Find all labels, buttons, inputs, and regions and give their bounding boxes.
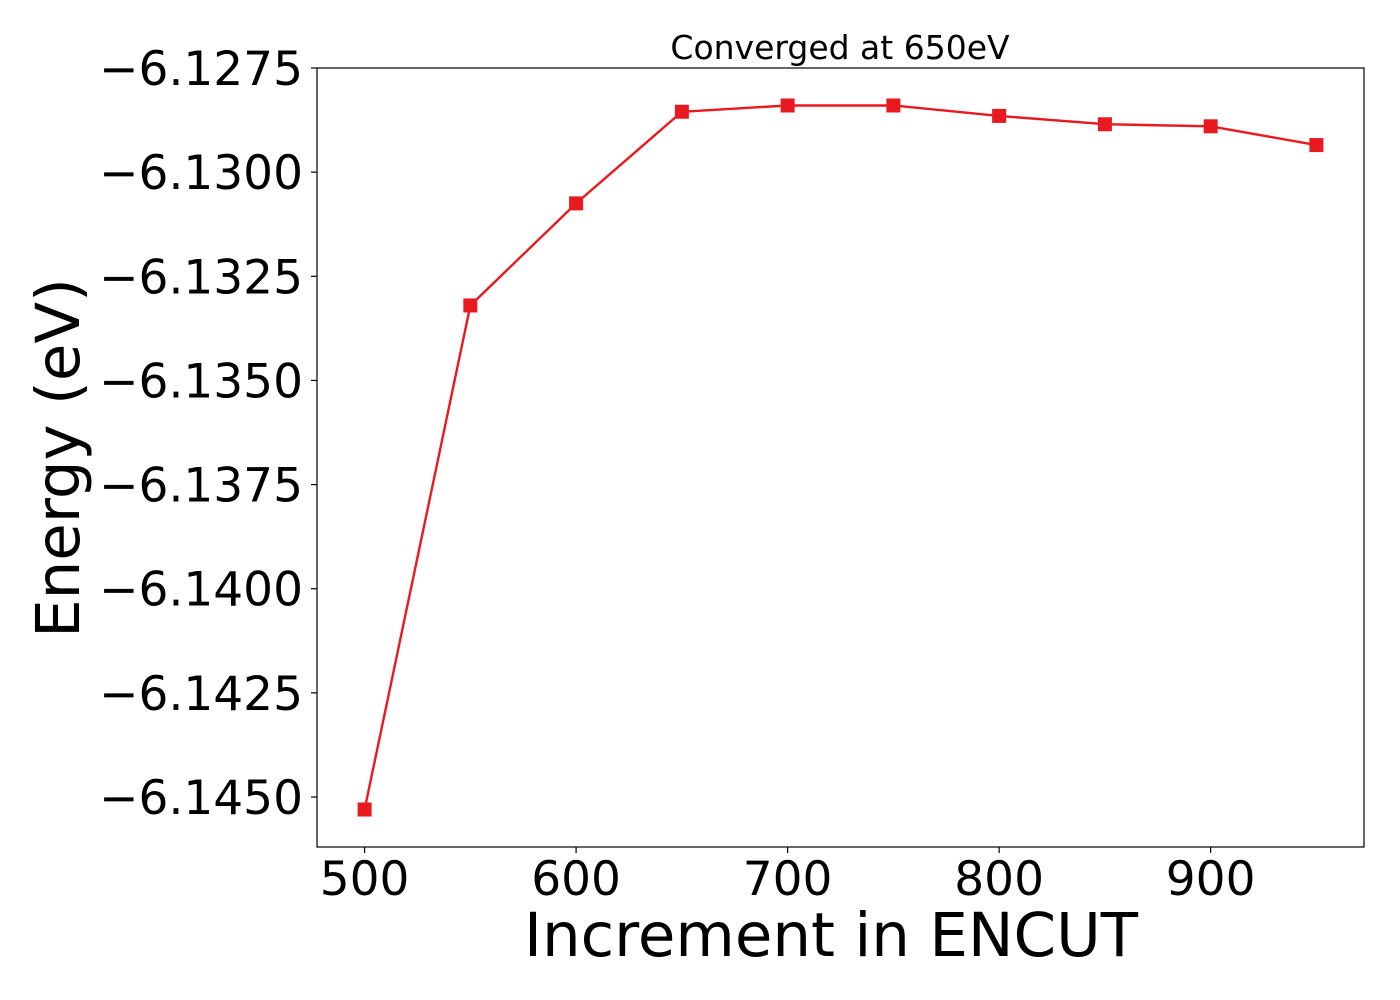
x-tick-label: 900	[1166, 852, 1256, 907]
data-point	[1203, 119, 1218, 134]
y-tick-label: −6.1275	[99, 42, 303, 97]
data-point	[780, 98, 795, 113]
y-axis: −6.1275 −6.1300 −6.1325 −6.1350 −6.1375 −6.14…	[99, 42, 317, 826]
data-point	[569, 196, 584, 211]
chart-title: Converged at 650eV	[670, 28, 1010, 67]
y-axis-label: Energy (eV)	[23, 278, 94, 638]
y-tick-label: −6.1450	[99, 771, 303, 826]
data-point	[674, 104, 689, 119]
x-tick-label: 800	[954, 852, 1044, 907]
y-tick-label: −6.1375	[99, 459, 303, 514]
data-point	[886, 98, 901, 113]
series-group	[357, 98, 1324, 817]
data-point	[1097, 117, 1112, 132]
plot-area	[316, 67, 1365, 848]
y-tick-label: −6.1400	[99, 563, 303, 618]
x-tick-label: 500	[320, 852, 410, 907]
y-tick-label: −6.1425	[99, 667, 303, 722]
y-tick-label: −6.1300	[99, 146, 303, 201]
x-axis: 500 600 700 800 900	[320, 847, 1256, 907]
plot-frame	[316, 67, 1365, 848]
data-point	[357, 802, 372, 817]
data-point	[463, 298, 478, 313]
x-tick-label: 600	[531, 852, 621, 907]
data-point	[992, 108, 1007, 123]
data-point	[1309, 138, 1324, 153]
y-tick-label: −6.1350	[99, 354, 303, 409]
y-tick-label: −6.1325	[99, 250, 303, 305]
series-line	[363, 104, 1317, 810]
x-tick-label: 700	[743, 852, 833, 907]
x-axis-label: Increment in ENCUT	[524, 900, 1139, 971]
